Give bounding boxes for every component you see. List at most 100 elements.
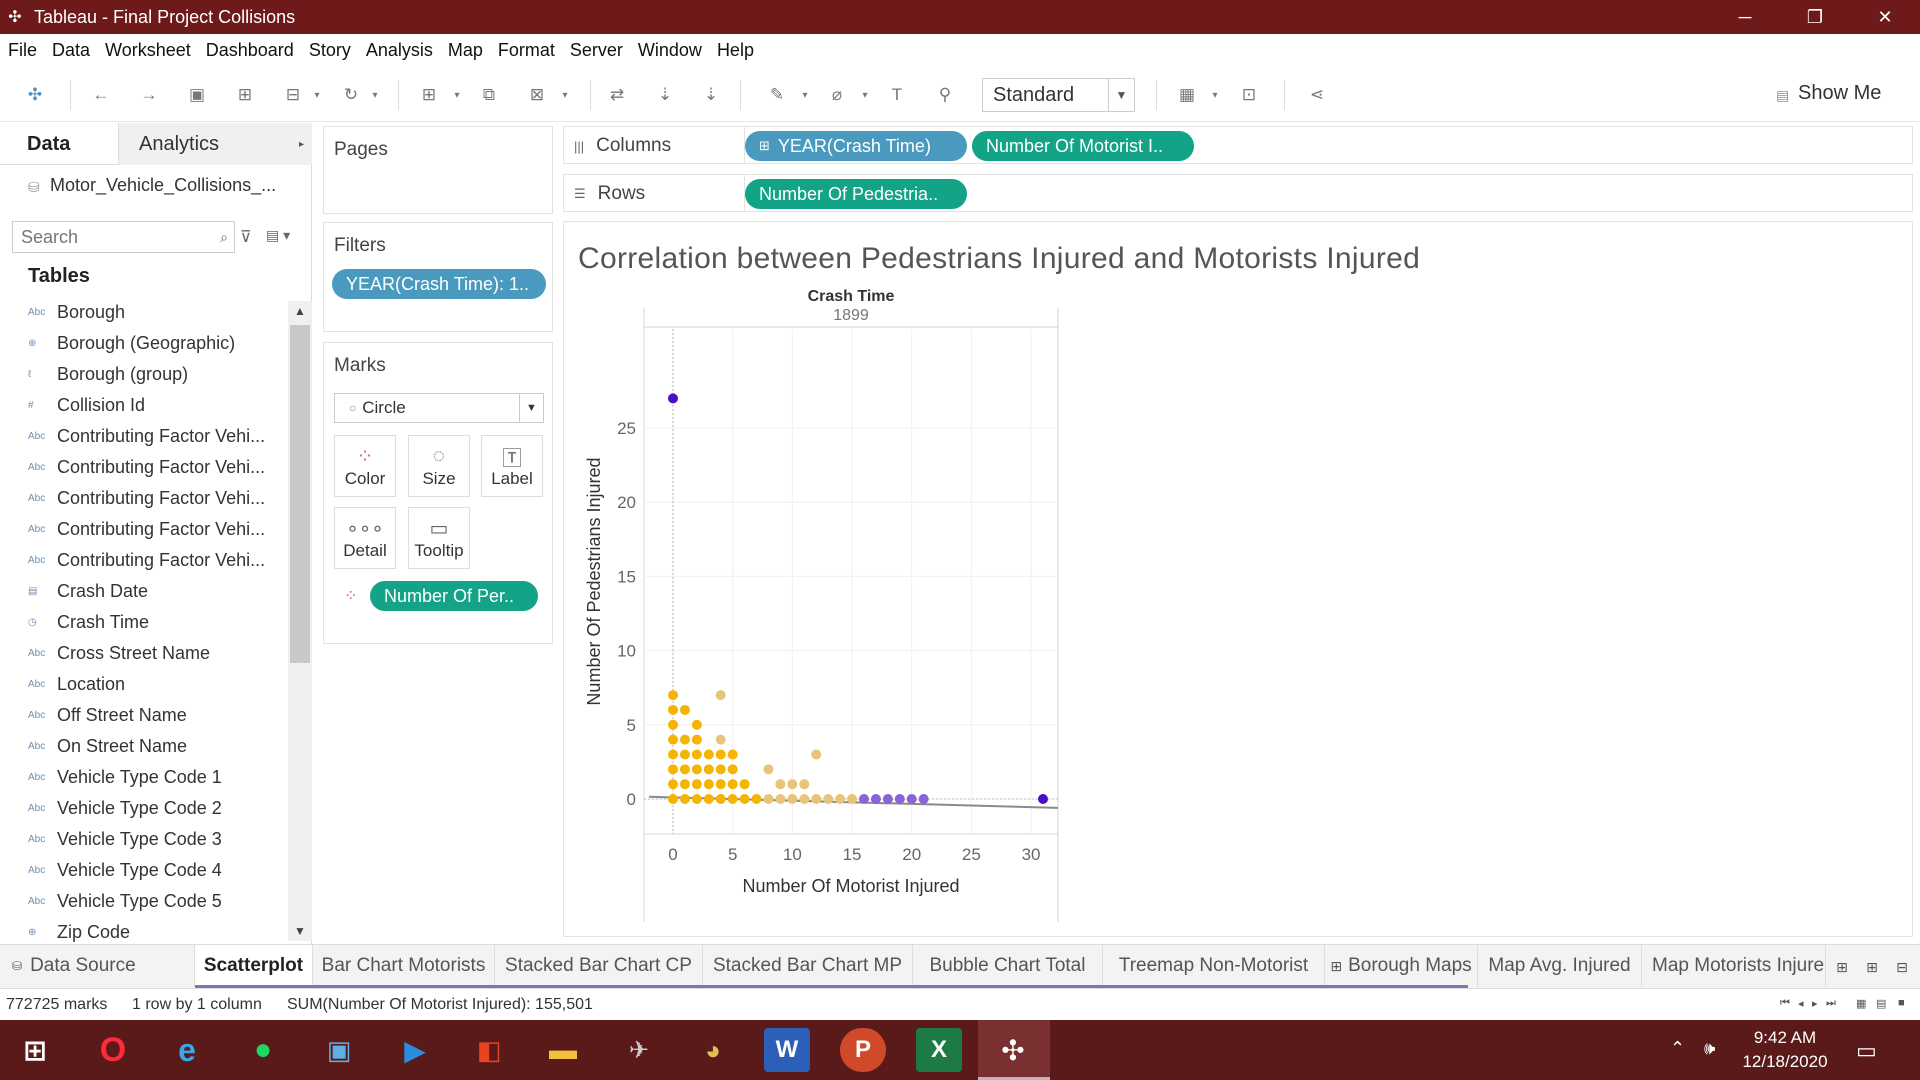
filter-icon[interactable]: ⊽ [240,229,252,246]
menu-server[interactable]: Server [569,39,623,60]
color-button[interactable]: ⁘ Color [334,435,396,497]
refresh-icon[interactable]: ↻ [343,85,359,104]
sheet-tab-map-motorists-injured[interactable]: Map Motorists Injure [1642,945,1826,987]
field-item[interactable]: Abc Contributing Factor Vehi... [0,452,290,483]
field-item[interactable]: ⊕ Borough (Geographic) [0,328,290,359]
sheet-tab-treemap-non-motorist[interactable]: Treemap Non-Motorist [1103,945,1325,987]
menu-window[interactable]: Window [637,39,702,60]
chevron-down-icon[interactable]: ▾ [314,89,320,101]
spotify-icon[interactable]: ● [253,1033,273,1066]
chevron-down-icon[interactable]: ▾ [1212,89,1218,101]
menu-help[interactable]: Help [716,39,754,60]
field-item[interactable]: ℓ Borough (group) [0,359,290,390]
share-icon[interactable]: ⋖ [1309,85,1325,104]
notifications-icon[interactable]: ▭ [1856,1038,1877,1063]
label-button[interactable]: 🅃 Label [481,435,543,497]
menu-format[interactable]: Format [497,39,555,60]
new-worksheet-icon[interactable]: ⊞ [421,85,437,104]
swap-rows-columns-icon[interactable]: ⇄ [609,85,625,104]
sheet-tab-bubble-chart-total[interactable]: Bubble Chart Total [913,945,1103,987]
tableau-home-icon[interactable]: ✣ [27,85,43,104]
field-item[interactable]: Abc Cross Street Name [0,638,290,669]
columns-pill-motorist[interactable]: Number Of Motorist I.. [972,131,1194,161]
new-data-source-icon[interactable]: ⊞ [237,85,253,104]
data-source-item[interactable]: ⛁ Motor_Vehicle_Collisions_... [28,175,276,196]
chevron-down-icon[interactable]: ▾ [454,89,460,101]
sort-ascending-icon[interactable]: ⇣ [657,85,673,104]
tab-analytics[interactable]: Analytics ▸ [118,123,312,165]
scroll-down-icon[interactable]: ▼ [294,924,306,938]
office-icon[interactable]: ◧ [476,1034,502,1065]
detail-button[interactable]: ∘∘∘ Detail [334,507,396,569]
chevron-down-icon[interactable]: ▾ [372,89,378,101]
show-tabs-icon[interactable]: ■ [1898,997,1905,1009]
rows-pill-pedestrian[interactable]: Number Of Pedestria.. [745,179,967,209]
pages-card[interactable]: Pages [323,126,553,214]
show-filmstrip-icon[interactable]: ▦ [1856,998,1867,1010]
search-input[interactable] [21,226,201,248]
field-item[interactable]: Abc Vehicle Type Code 4 [0,855,290,886]
volume-icon[interactable]: 🕪 [1704,1038,1716,1058]
sheet-nav-prev-icon[interactable]: ◂ [1798,998,1804,1010]
data-pane-scrollbar[interactable]: ▲ ▼ [288,301,312,941]
field-item[interactable]: Abc Location [0,669,290,700]
field-item[interactable]: Abc Contributing Factor Vehi... [0,483,290,514]
menu-map[interactable]: Map [447,39,483,60]
data-source-tab[interactable]: ⛁ Data Source [0,945,195,987]
filters-card[interactable]: Filters YEAR(Crash Time): 1.. [323,222,553,332]
menu-analysis[interactable]: Analysis [365,39,433,60]
media-player-icon[interactable]: ▶ [404,1034,426,1066]
taskbar-clock[interactable]: 9:42 AM 12/18/2020 [1730,1026,1840,1074]
sheet-nav-next-icon[interactable]: ▸ [1812,998,1818,1010]
tray-chevron-up-icon[interactable]: ⌃ [1670,1038,1686,1058]
view-options-icon[interactable]: ▤ ▾ [266,227,291,243]
size-button[interactable]: ◌ Size [408,435,470,497]
field-item[interactable]: Abc Contributing Factor Vehi... [0,545,290,576]
file-explorer-icon[interactable]: ▬ [549,1034,577,1065]
sheet-tab-stacked-bar-chart-mp[interactable]: Stacked Bar Chart MP [703,945,913,987]
excel-icon[interactable]: X [916,1028,962,1072]
sheet-nav-last-icon[interactable]: ⏭ [1826,997,1836,1009]
mark-type-select[interactable]: ○ Circle ▼ [334,393,544,423]
scrollbar-thumb[interactable] [290,325,310,663]
sheet-tab-scatterplot[interactable]: Scatterplot [195,945,313,987]
show-sheet-sorter-icon[interactable]: ▤ [1876,998,1887,1010]
field-search[interactable]: ⌕ [12,221,235,253]
close-button[interactable]: ✕ [1877,6,1893,27]
redo-icon[interactable]: → [140,85,158,104]
new-story-tab-icon[interactable]: ⊟ [1896,958,1908,975]
powerpoint-icon[interactable]: P [840,1028,886,1072]
save-icon[interactable]: ▣ [188,85,206,104]
menu-data[interactable]: Data [52,39,91,60]
word-icon[interactable]: W [764,1028,810,1072]
restore-button[interactable]: ❐ [1806,6,1824,27]
sheet-nav-first-icon[interactable]: ⏮ [1780,997,1790,1009]
field-item[interactable]: Abc On Street Name [0,731,290,762]
new-dashboard-tab-icon[interactable]: ⊞ [1866,958,1878,975]
duplicate-sheet-icon[interactable]: ⧉ [482,85,496,104]
chevron-down-icon[interactable]: ▾ [862,89,868,101]
field-item[interactable]: Abc Off Street Name [0,700,290,731]
field-item[interactable]: ▤ Crash Date [0,576,290,607]
filter-pill-year[interactable]: YEAR(Crash Time): 1.. [332,269,546,299]
fit-select[interactable]: Standard ▼ [982,78,1135,112]
sort-descending-icon[interactable]: ⇣ [703,85,719,104]
field-item[interactable]: Abc Contributing Factor Vehi... [0,421,290,452]
pause-updates-icon[interactable]: ⊟ [285,85,301,104]
color-pill-number-of-persons[interactable]: Number Of Per.. [370,581,538,611]
field-item[interactable]: ◷ Crash Time [0,607,290,638]
columns-pill-year[interactable]: ⊞ YEAR(Crash Time) [745,131,967,161]
sheet-tab-stacked-bar-chart-cp[interactable]: Stacked Bar Chart CP [495,945,703,987]
field-item[interactable]: Abc Vehicle Type Code 3 [0,824,290,855]
presentation-mode-icon[interactable]: ⊡ [1241,85,1257,104]
highlight-icon[interactable]: ✎ [769,85,785,104]
field-item[interactable]: Abc Contributing Factor Vehi... [0,514,290,545]
new-worksheet-tab-icon[interactable]: ⊞ [1836,958,1848,975]
field-item[interactable]: Abc Vehicle Type Code 2 [0,793,290,824]
scroll-up-icon[interactable]: ▲ [294,304,306,318]
windows-start-icon[interactable]: ⊞ [23,1034,47,1066]
sheet-tab-map-avg-injured[interactable]: Map Avg. Injured [1478,945,1642,987]
field-item[interactable]: Abc Vehicle Type Code 1 [0,762,290,793]
show-me-button[interactable]: ▤ Show Me [1776,82,1881,105]
